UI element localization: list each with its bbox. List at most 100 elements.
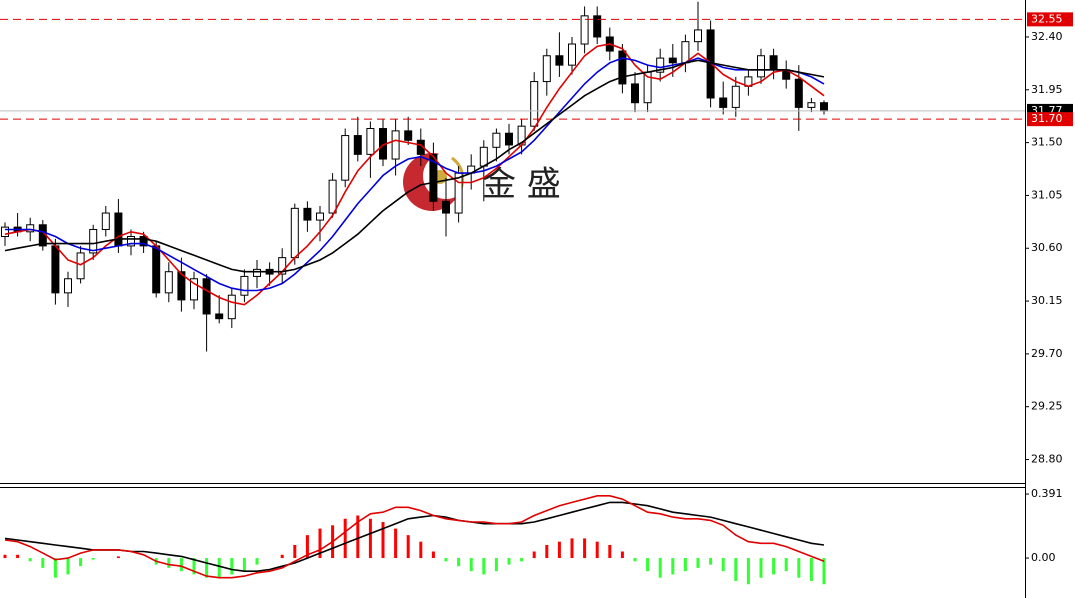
candle-body (316, 212, 324, 221)
histogram-bar (696, 558, 700, 568)
candle-body (820, 102, 828, 112)
candle-body (253, 268, 261, 277)
candle-body (530, 81, 539, 127)
candle-body (127, 236, 135, 247)
candle-body (366, 128, 375, 155)
candle-body (429, 153, 438, 202)
candle-body (76, 252, 85, 280)
candle-body (807, 102, 816, 108)
histogram-bar (293, 544, 297, 559)
histogram-bar (3, 554, 7, 559)
histogram-bar (469, 558, 473, 572)
candle-body (341, 135, 350, 181)
candle-body (694, 29, 702, 43)
y-tick-label: 29.25 (1031, 400, 1063, 413)
candle-body (769, 55, 778, 71)
histogram-bar (772, 558, 776, 575)
candle-body (656, 57, 665, 73)
histogram-bar (116, 556, 120, 559)
histogram-bar (797, 558, 801, 578)
histogram-bar (431, 551, 435, 559)
candle-body (391, 130, 400, 160)
histogram-bar (608, 544, 612, 559)
y-tick-label: 0.391 (1031, 487, 1063, 500)
candle-body (668, 57, 677, 64)
candle-body (580, 15, 589, 45)
histogram-bar (406, 535, 410, 559)
candle-body (26, 224, 35, 233)
histogram-bar (683, 558, 687, 572)
histogram-bar (419, 541, 423, 559)
candle-body (190, 278, 198, 301)
histogram-bar (368, 518, 372, 559)
candle-body (240, 275, 249, 296)
histogram-bar (671, 558, 675, 575)
candle-body (794, 78, 803, 108)
candle-body (139, 236, 148, 247)
candle-body (51, 245, 60, 294)
y-tick-label: 0.00 (1031, 551, 1056, 564)
histogram-bar (545, 544, 549, 559)
histogram-bar (457, 558, 461, 567)
candle-body (328, 179, 337, 214)
histogram-bar (759, 558, 763, 578)
histogram-bar (356, 515, 360, 559)
candle-body (479, 146, 488, 167)
price-line-box (1027, 112, 1073, 127)
candle-body (542, 55, 551, 83)
candle-body (454, 172, 463, 214)
histogram-bar (444, 558, 448, 562)
histogram-bar (784, 558, 788, 572)
histogram-bar (305, 535, 309, 559)
histogram-bar (167, 558, 171, 568)
candle-body (89, 228, 98, 254)
histogram-bar (91, 558, 95, 560)
candle-body (555, 55, 564, 66)
candle-body (114, 212, 123, 247)
candle-body (152, 245, 161, 294)
histogram-bar (658, 558, 662, 578)
histogram-bar (507, 558, 511, 565)
y-tick-label: 30.60 (1031, 241, 1063, 254)
candle-body (227, 294, 236, 320)
histogram-bar (394, 528, 398, 559)
histogram-bar (343, 518, 347, 559)
histogram-bar (570, 538, 574, 559)
indicator-line (4, 501, 825, 572)
candle-body (215, 313, 224, 320)
histogram-bar (721, 558, 725, 572)
histogram-bar (242, 558, 246, 572)
histogram-bar (381, 522, 385, 559)
histogram-bar (28, 558, 32, 562)
y-tick-label: 32.40 (1031, 30, 1063, 43)
indicator-line (4, 59, 825, 273)
histogram-bar (41, 558, 45, 568)
candle-body (303, 207, 312, 221)
candle-body (492, 132, 501, 148)
histogram-bar (595, 541, 599, 559)
histogram-bar (646, 558, 650, 572)
histogram-bar (620, 551, 624, 559)
histogram-bar (66, 558, 70, 575)
histogram-bar (709, 558, 713, 565)
candle-body (568, 43, 576, 66)
candle-body (101, 212, 110, 230)
y-tick-label: 28.80 (1031, 453, 1063, 466)
candle-body (681, 41, 690, 64)
candle-body (719, 97, 728, 108)
histogram-bar (583, 538, 587, 559)
histogram-bar (532, 551, 536, 559)
candle-body (177, 271, 186, 301)
histogram-bar (280, 554, 284, 559)
candle-body (731, 85, 740, 108)
candle-body (404, 130, 413, 141)
histogram-bar (494, 558, 498, 572)
candle-body (631, 83, 639, 104)
y-tick-label: 29.70 (1031, 347, 1063, 360)
candle-body (353, 135, 362, 155)
histogram-bar (230, 558, 234, 575)
histogram-bar (746, 558, 750, 585)
candle-body (202, 278, 211, 315)
histogram-bar (53, 558, 57, 578)
